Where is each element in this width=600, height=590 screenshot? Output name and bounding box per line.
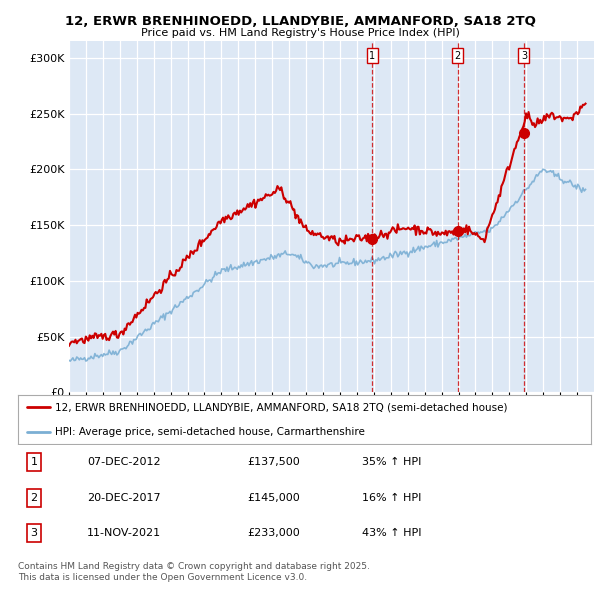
Text: Contains HM Land Registry data © Crown copyright and database right 2025.
This d: Contains HM Land Registry data © Crown c…: [18, 562, 370, 582]
Text: 3: 3: [31, 528, 38, 538]
Text: 11-NOV-2021: 11-NOV-2021: [87, 528, 161, 538]
Text: 2: 2: [455, 51, 461, 61]
Text: HPI: Average price, semi-detached house, Carmarthenshire: HPI: Average price, semi-detached house,…: [55, 427, 365, 437]
Text: £137,500: £137,500: [247, 457, 300, 467]
Text: 07-DEC-2012: 07-DEC-2012: [87, 457, 160, 467]
Text: £233,000: £233,000: [247, 528, 300, 538]
Text: 2: 2: [31, 493, 38, 503]
Text: 1: 1: [31, 457, 38, 467]
Text: 43% ↑ HPI: 43% ↑ HPI: [362, 528, 421, 538]
Text: 16% ↑ HPI: 16% ↑ HPI: [362, 493, 421, 503]
Text: 20-DEC-2017: 20-DEC-2017: [87, 493, 160, 503]
Text: 12, ERWR BRENHINOEDD, LLANDYBIE, AMMANFORD, SA18 2TQ (semi-detached house): 12, ERWR BRENHINOEDD, LLANDYBIE, AMMANFO…: [55, 402, 508, 412]
Text: 3: 3: [521, 51, 527, 61]
Text: 12, ERWR BRENHINOEDD, LLANDYBIE, AMMANFORD, SA18 2TQ: 12, ERWR BRENHINOEDD, LLANDYBIE, AMMANFO…: [65, 15, 535, 28]
Text: £145,000: £145,000: [247, 493, 300, 503]
Text: Price paid vs. HM Land Registry's House Price Index (HPI): Price paid vs. HM Land Registry's House …: [140, 28, 460, 38]
Text: 35% ↑ HPI: 35% ↑ HPI: [362, 457, 421, 467]
Text: 1: 1: [370, 51, 376, 61]
